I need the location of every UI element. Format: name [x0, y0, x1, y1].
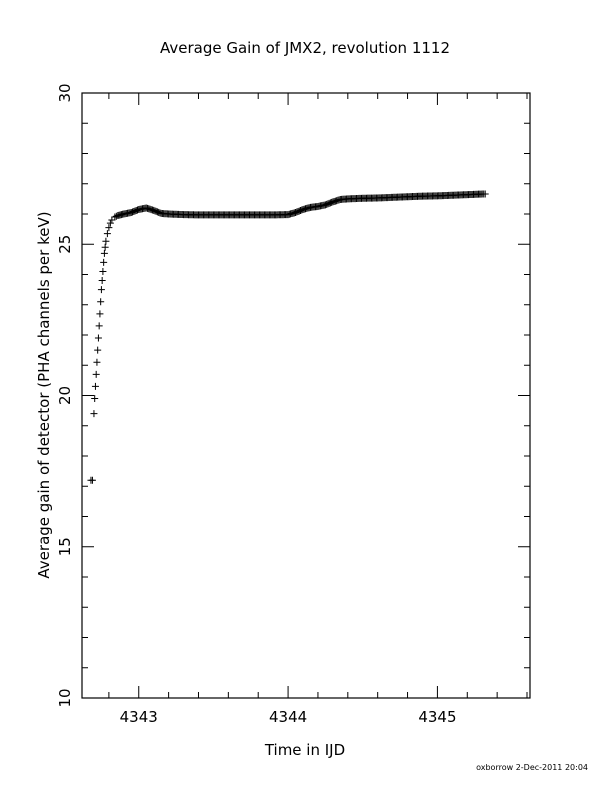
chart-title: Average Gain of JMX2, revolution 1112: [160, 39, 450, 57]
data-point: [95, 322, 103, 330]
axis-tick-labels: 4343 4344 4345 10 15 20 25 30: [56, 83, 457, 726]
x-tick-label: 4344: [269, 708, 307, 726]
data-point: [93, 358, 101, 366]
axis-ticks: [82, 92, 530, 699]
data-point: [91, 395, 99, 403]
footer-stamp: oxborrow 2-Dec-2011 20:04: [476, 763, 588, 772]
data-point: [90, 410, 98, 418]
x-tick-label: 4343: [120, 708, 158, 726]
data-point: [99, 267, 107, 275]
y-tick-label: 15: [56, 537, 74, 556]
data-point: [88, 476, 96, 484]
x-tick-label: 4345: [418, 708, 456, 726]
data-point: [94, 346, 102, 354]
data-point: [101, 243, 109, 251]
data-point: [98, 277, 106, 285]
y-tick-label: 20: [56, 386, 74, 405]
data-point: [100, 258, 108, 266]
y-tick-label: 30: [56, 83, 74, 102]
data-point: [97, 298, 105, 306]
data-markers: [87, 190, 489, 484]
data-point: [481, 190, 489, 198]
data-point: [91, 382, 99, 390]
data-point: [92, 370, 100, 378]
data-point: [102, 237, 110, 245]
data-point: [103, 230, 111, 238]
y-tick-label: 10: [56, 688, 74, 707]
data-point: [96, 310, 104, 318]
data-point: [94, 334, 102, 342]
data-point: [100, 249, 108, 257]
plot-frame: [81, 92, 531, 699]
y-axis-label: Average gain of detector (PHA channels p…: [35, 211, 53, 578]
data-point: [111, 213, 119, 221]
data-point: [97, 286, 105, 294]
data-point: [106, 219, 114, 227]
data-point: [108, 216, 116, 224]
x-axis-label: Time in IJD: [264, 741, 345, 759]
y-tick-label: 25: [56, 235, 74, 254]
data-point: [105, 224, 113, 232]
